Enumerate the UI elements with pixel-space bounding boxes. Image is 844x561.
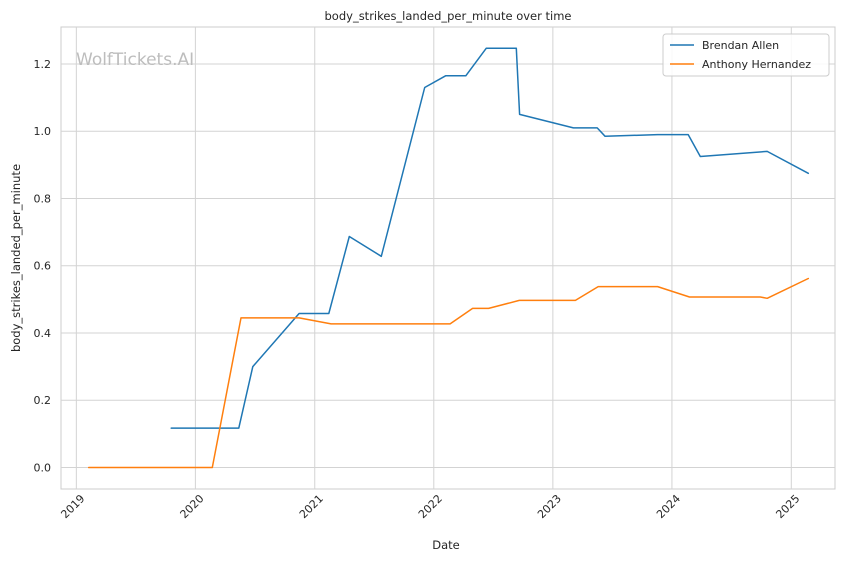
y-tick-label: 0.2 <box>34 394 52 407</box>
chart-title: body_strikes_landed_per_minute over time <box>325 9 572 23</box>
series-line-1 <box>170 47 810 429</box>
y-tick-label: 0.8 <box>34 192 52 205</box>
series-line-2 <box>87 277 810 469</box>
y-axis-title: body_strikes_landed_per_minute <box>9 164 23 352</box>
x-axis-title: Date <box>432 538 460 552</box>
y-tick-label: 1.0 <box>34 125 52 138</box>
watermark: WolfTickets.AI <box>76 50 194 70</box>
y-tick-label: 0.4 <box>34 327 52 340</box>
plot-area <box>60 26 836 490</box>
y-tick-label: 0.6 <box>34 260 52 273</box>
legend-label-2: Anthony Hernandez <box>702 58 811 71</box>
x-axis-ticks: 2019 2020 2021 2022 2023 2024 2025 <box>58 492 802 521</box>
legend: Brendan Allen Anthony Hernandez <box>662 33 830 77</box>
y-axis-ticks: 0.0 0.2 0.4 0.6 0.8 1.0 1.2 <box>34 58 52 474</box>
legend-label-1: Brendan Allen <box>702 39 779 52</box>
x-tick-label: 2021 <box>297 492 326 521</box>
series-layer <box>87 47 810 469</box>
x-tick-label: 2020 <box>178 492 207 521</box>
x-tick-label: 2022 <box>416 492 445 521</box>
x-tick-label: 2023 <box>535 492 564 521</box>
y-tick-label: 1.2 <box>34 58 52 71</box>
x-tick-label: 2025 <box>773 492 802 521</box>
x-tick-label: 2019 <box>58 492 87 521</box>
y-tick-label: 0.0 <box>34 461 52 474</box>
legend-box <box>662 33 830 77</box>
x-tick-label: 2024 <box>654 492 683 521</box>
